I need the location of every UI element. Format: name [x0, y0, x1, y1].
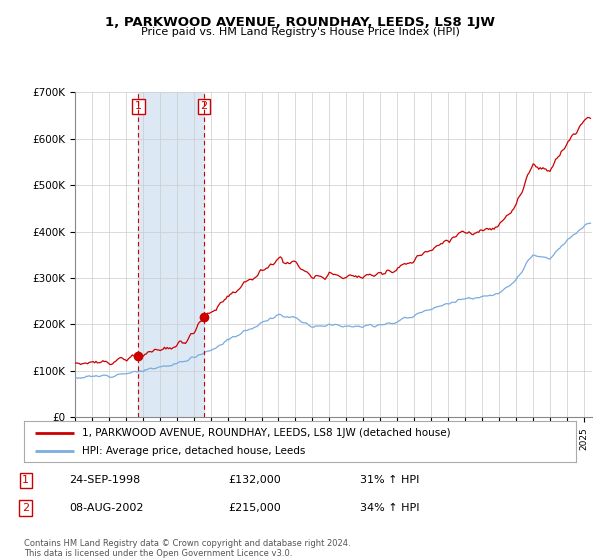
Text: 1: 1 — [22, 475, 29, 486]
Text: Contains HM Land Registry data © Crown copyright and database right 2024.
This d: Contains HM Land Registry data © Crown c… — [24, 539, 350, 558]
Text: 1: 1 — [135, 101, 142, 111]
Text: HPI: Average price, detached house, Leeds: HPI: Average price, detached house, Leed… — [82, 446, 305, 456]
Text: Price paid vs. HM Land Registry's House Price Index (HPI): Price paid vs. HM Land Registry's House … — [140, 27, 460, 37]
Text: 31% ↑ HPI: 31% ↑ HPI — [360, 475, 419, 486]
Text: 34% ↑ HPI: 34% ↑ HPI — [360, 503, 419, 513]
Bar — [138, 92, 204, 417]
Text: 1, PARKWOOD AVENUE, ROUNDHAY, LEEDS, LS8 1JW (detached house): 1, PARKWOOD AVENUE, ROUNDHAY, LEEDS, LS8… — [82, 428, 451, 437]
Text: 08-AUG-2002: 08-AUG-2002 — [69, 503, 143, 513]
Text: 2: 2 — [200, 101, 208, 111]
Text: 2: 2 — [22, 503, 29, 513]
Text: £215,000: £215,000 — [228, 503, 281, 513]
Text: 1, PARKWOOD AVENUE, ROUNDHAY, LEEDS, LS8 1JW: 1, PARKWOOD AVENUE, ROUNDHAY, LEEDS, LS8… — [105, 16, 495, 29]
Text: £132,000: £132,000 — [228, 475, 281, 486]
Text: 24-SEP-1998: 24-SEP-1998 — [69, 475, 140, 486]
